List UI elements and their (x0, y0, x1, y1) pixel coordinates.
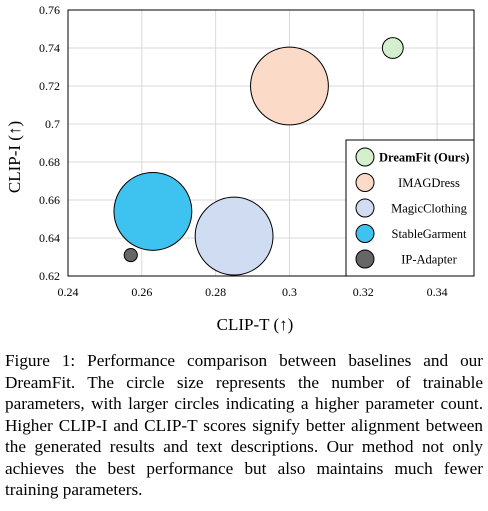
bubble-magicclothing (194, 196, 274, 276)
y-tick-label: 0.64 (39, 231, 60, 245)
x-tick-label: 0.34 (427, 285, 448, 299)
bubble-ip-adapter (123, 248, 138, 263)
y-tick-label: 0.76 (39, 3, 60, 17)
legend-swatch (355, 147, 375, 167)
legend-swatch (355, 173, 375, 192)
legend-label: StableGarment (392, 227, 468, 241)
x-tick-label: 0.26 (131, 285, 152, 299)
y-tick-label: 0.7 (45, 117, 60, 131)
bubble-chart: 0.24 0.26 0.28 0.3 0.32 0.34 0.62 0.64 0.66 0.68 0… (5, 3, 475, 334)
bubble-stablegarment (113, 171, 193, 251)
figure-caption: Figure 1: Performance comparison between… (5, 351, 483, 499)
legend-swatch (355, 249, 375, 269)
y-tick-label: 0.66 (39, 193, 60, 207)
x-tick-label: 0.24 (58, 285, 79, 299)
y-tick-label: 0.72 (39, 79, 60, 93)
y-tick-label: 0.62 (39, 269, 60, 283)
legend-label: MagicClothing (391, 202, 467, 216)
legend-swatch (355, 198, 375, 218)
x-tick-label: 0.32 (353, 285, 374, 299)
x-tick-label: 0.28 (205, 285, 226, 299)
legend-label: IMAGDress (398, 176, 460, 190)
legend-label: DreamFit (Ours) (379, 151, 469, 165)
bubble-dreamfit-ours (381, 37, 404, 59)
legend-swatch (355, 224, 375, 243)
y-tick-label: 0.68 (39, 155, 60, 169)
legend-label: IP-Adapter (401, 253, 457, 267)
bubble-imagdress (250, 46, 329, 126)
y-tick-label: 0.74 (39, 41, 60, 55)
x-tick-label: 0.3 (282, 285, 297, 299)
y-axis-label: CLIP-I (↑) (5, 121, 24, 193)
x-axis-label: CLIP-T (↑) (217, 315, 294, 334)
